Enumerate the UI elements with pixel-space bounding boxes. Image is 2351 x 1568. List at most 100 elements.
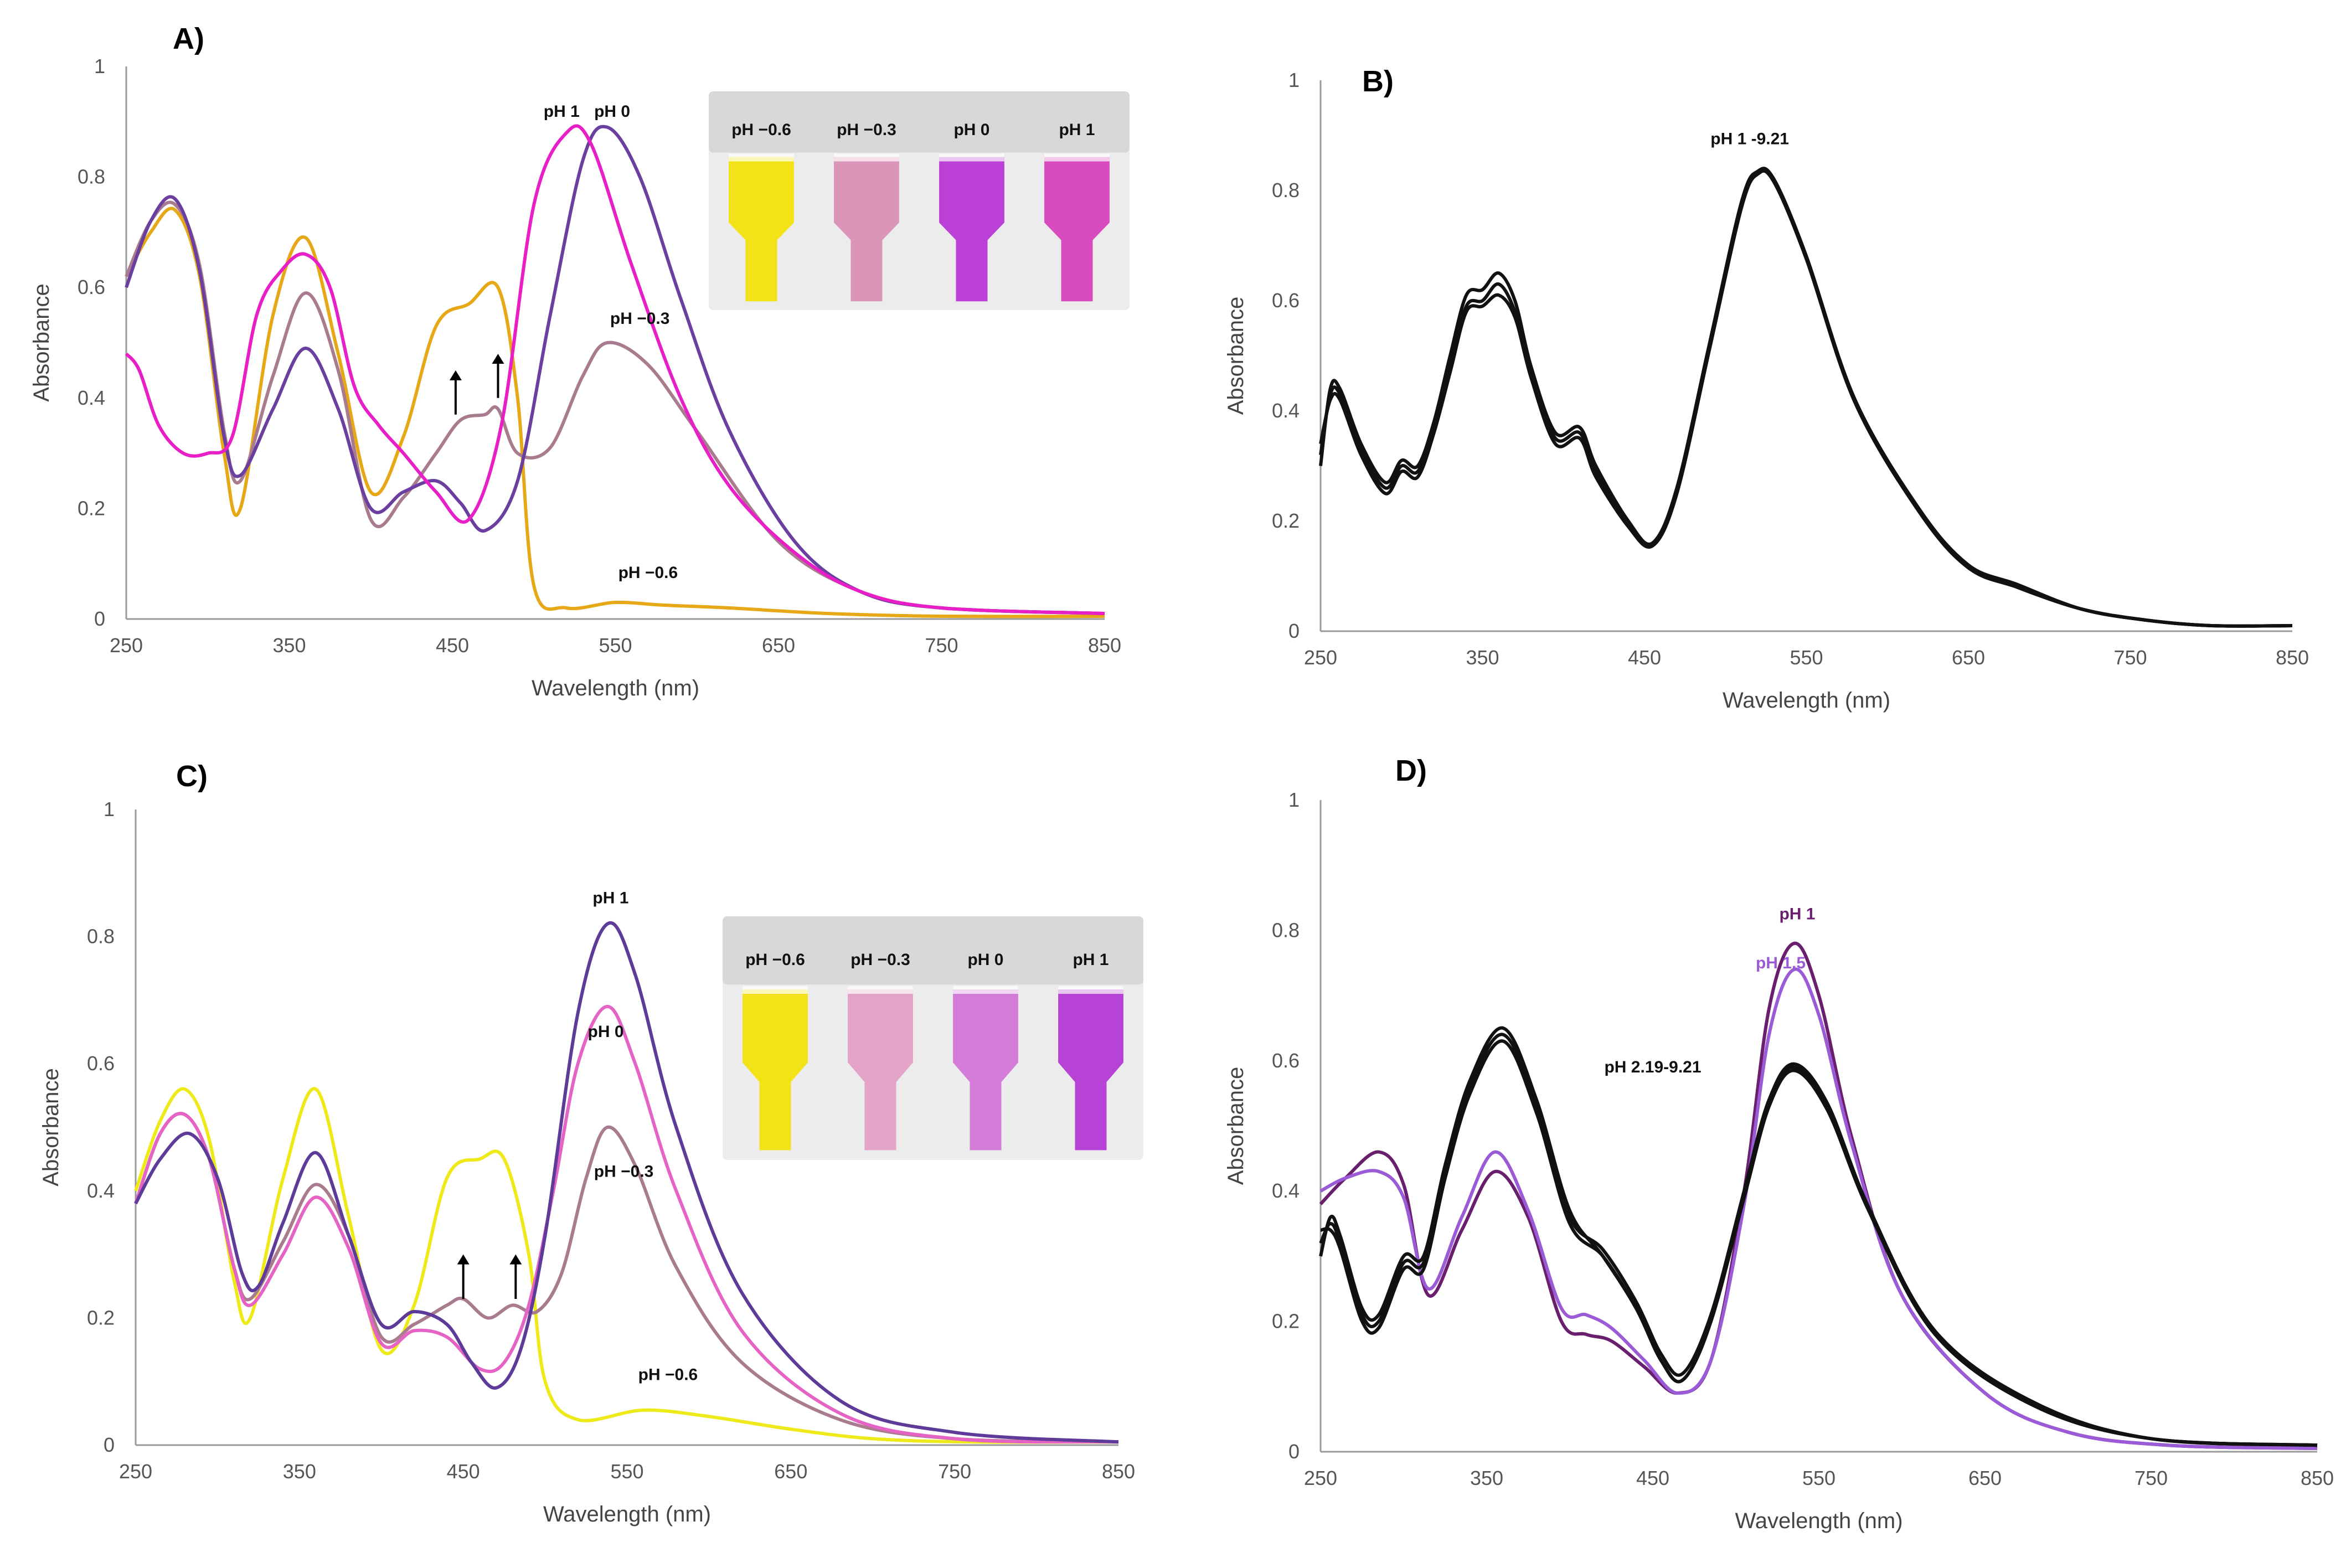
x-tick-label: 750 [2135, 1467, 2168, 1489]
series-line [1319, 967, 2318, 1451]
x-tick-label: 650 [774, 1460, 807, 1483]
y-tick-label: 0.8 [1272, 179, 1300, 202]
y-tick-label: 0.6 [87, 1052, 115, 1075]
series-annotation: pH −0.3 [594, 1162, 654, 1180]
series-annotation: pH −0.3 [610, 310, 670, 328]
arrow-head [492, 353, 504, 364]
cuvette-label: pH −0.6 [745, 951, 805, 969]
y-tick-label: 0.6 [78, 276, 105, 298]
series-line [1319, 1033, 2318, 1447]
cuvette [743, 989, 808, 1151]
series-annotation: pH −0.6 [638, 1366, 698, 1384]
cuvette-label: pH 1 [1059, 121, 1095, 139]
y-tick-label: 1 [104, 798, 115, 821]
chart-panel-d: 250 350 450 550 650 750 850 0 0.2 0.4 0.6 0.8 1 Wavel… [1224, 754, 2334, 1533]
x-tick-label: 550 [610, 1460, 643, 1483]
x-tick-label: 850 [1088, 634, 1121, 657]
x-tick-label: 850 [2276, 646, 2309, 669]
series-line [125, 207, 1105, 618]
x-tick-label: 450 [1636, 1467, 1669, 1489]
series-line [1319, 168, 2293, 628]
y-tick-label: 0.2 [78, 497, 105, 519]
x-axis-title: Wavelength (nm) [1735, 1509, 1903, 1533]
x-tick-label: 550 [599, 634, 632, 657]
x-tick-label: 250 [110, 634, 143, 657]
cuvette-inset: pH −0.6 pH −0.3 pH 0 pH 1 [709, 91, 1130, 310]
inset-top-band [709, 91, 1130, 153]
y-tick-label: 0 [1288, 1440, 1300, 1463]
cuvette-meniscus [743, 986, 808, 994]
y-tick-label: 0 [1288, 620, 1300, 642]
cuvette [953, 989, 1018, 1151]
cuvette-meniscus [1058, 986, 1123, 994]
x-tick-label: 750 [938, 1460, 971, 1483]
series-line [125, 125, 1105, 616]
cuvette-meniscus [1044, 153, 1110, 162]
y-tick-label: 1 [1288, 788, 1300, 811]
cuvette-meniscus [729, 153, 794, 162]
cuvette [729, 157, 794, 302]
series-annotation: pH 0 [588, 1023, 624, 1041]
cuvette-label: pH −0.3 [850, 951, 910, 969]
cuvette [834, 157, 899, 302]
y-tick-label: 0.2 [1272, 1310, 1300, 1333]
chart-panel-c: 250 350 450 550 650 750 850 0 0.2 0.4 0.6 0.8 1 Wavel… [39, 760, 1143, 1526]
series-line [134, 921, 1119, 1444]
y-axis-title: Absorbance [39, 1068, 63, 1186]
x-axis-title: Wavelength (nm) [543, 1502, 711, 1526]
x-axis-title: Wavelength (nm) [1723, 688, 1890, 713]
series-annotation: pH 1 [592, 889, 628, 907]
x-axis-title: Wavelength (nm) [532, 676, 699, 700]
chart-panel-b: 250 350 450 550 650 750 850 0 0.2 0.4 0.6 0.8 1 Wavel… [1224, 65, 2309, 713]
y-tick-label: 0.6 [1272, 289, 1300, 312]
x-tick-label: 350 [1466, 646, 1499, 669]
x-tick-label: 850 [2301, 1467, 2334, 1489]
cuvette-meniscus [953, 986, 1018, 994]
x-tick-label: 350 [1470, 1467, 1503, 1489]
series-annotation: pH 1.5 [1756, 954, 1806, 972]
series-annotation: pH 0 [594, 102, 630, 121]
x-tick-label: 850 [1102, 1460, 1135, 1483]
cuvette-label: pH 0 [967, 951, 1003, 969]
x-tick-label: 350 [272, 634, 306, 657]
y-axis-title: Absorbance [1224, 1067, 1248, 1185]
y-tick-label: 0.2 [87, 1306, 115, 1329]
y-tick-label: 0.4 [1272, 1179, 1300, 1202]
y-tick-label: 0 [94, 607, 105, 630]
panel-label: B) [1362, 65, 1394, 98]
arrow-head [509, 1254, 522, 1265]
y-tick-label: 1 [1288, 69, 1300, 91]
y-axis-title: Absorbance [1224, 297, 1248, 415]
x-tick-label: 350 [283, 1460, 316, 1483]
x-tick-label: 250 [1304, 1467, 1337, 1489]
series-annotation: pH 2.19-9.21 [1604, 1058, 1701, 1076]
x-tick-label: 550 [1790, 646, 1823, 669]
y-tick-label: 1 [94, 55, 105, 78]
series-line [125, 124, 1105, 616]
cuvette [848, 989, 913, 1151]
y-tick-label: 0.6 [1272, 1049, 1300, 1072]
series-line [1319, 169, 2293, 628]
cuvette-meniscus [939, 153, 1004, 162]
panel-label: D) [1395, 754, 1427, 787]
y-tick-label: 0.2 [1272, 509, 1300, 532]
y-tick-label: 0.4 [78, 386, 105, 409]
series-line [134, 1004, 1119, 1444]
cuvette-meniscus [848, 986, 913, 994]
series-annotation: pH 1 -9.21 [1710, 130, 1789, 148]
y-axis-title: Absorbance [29, 283, 54, 401]
y-tick-label: 0.4 [87, 1179, 115, 1202]
arrow-head [449, 370, 462, 380]
cuvette [1058, 989, 1123, 1151]
series-annotation: pH 1 [1779, 905, 1815, 924]
cuvette-label: pH 1 [1073, 951, 1109, 969]
x-tick-label: 750 [925, 634, 958, 657]
y-tick-label: 0.8 [78, 166, 105, 188]
x-tick-label: 450 [447, 1460, 480, 1483]
x-tick-label: 750 [2113, 646, 2147, 669]
cuvette-label: pH −0.6 [731, 121, 791, 139]
x-tick-label: 550 [1802, 1467, 1836, 1489]
y-tick-label: 0.8 [87, 925, 115, 948]
x-tick-label: 250 [1304, 646, 1337, 669]
